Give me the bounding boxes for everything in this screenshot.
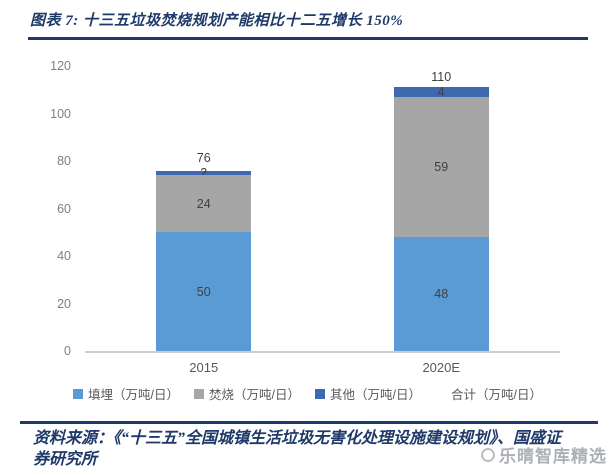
- x-axis-category-label: 2015: [189, 360, 219, 375]
- legend-swatch: [73, 388, 84, 399]
- y-axis-tick-label: 60: [57, 201, 71, 216]
- footer-divider: [20, 421, 598, 424]
- legend-item: 填埋（万吨/日）: [73, 384, 179, 403]
- legend-label: 填埋（万吨/日）: [88, 388, 180, 402]
- watermark-text: 乐晴智库精选: [499, 447, 607, 466]
- legend-item: 合计（万吨/日）: [436, 384, 542, 403]
- title-divider: [28, 37, 588, 40]
- y-axis-tick-label: 80: [57, 154, 71, 168]
- bar-segment: 48: [393, 237, 489, 351]
- legend-label: 其他（万吨/日）: [330, 388, 421, 402]
- bar-total-label: 110: [431, 69, 452, 84]
- bar-total-label: 76: [196, 150, 211, 165]
- bar-segment: 24: [156, 175, 252, 233]
- x-axis-category-label: 2020E: [422, 360, 461, 375]
- bar-segment-label: 59: [434, 159, 449, 174]
- legend-label: 焚烧（万吨/日）: [209, 388, 300, 402]
- watermark-logo-icon: [481, 447, 495, 462]
- bar-segment: 59: [393, 96, 489, 237]
- figure-title: 图表 7: 十三五垃圾焚烧规划产能相比十二五增长 150%: [30, 13, 404, 29]
- bar-segment-label: 2: [200, 165, 208, 180]
- y-axis-tick-label: 20: [57, 296, 71, 311]
- watermark: 乐晴智库精选: [481, 442, 607, 467]
- bar-segment: 4: [393, 85, 489, 100]
- legend-swatch: [315, 388, 325, 399]
- y-axis-tick-label: 120: [50, 59, 71, 73]
- chart-legend: 填埋（万吨/日） 焚烧（万吨/日） 其他（万吨/日） 合计（万吨/日）: [0, 384, 615, 403]
- source-note: 资料来源：《“十三五”全国城镇生活垃圾无害化处理设施建设规划》、国盛证券研究所: [33, 430, 562, 469]
- bar-segment: 50: [156, 232, 252, 351]
- bar-segment: 2: [156, 166, 252, 180]
- legend-item: 其他（万吨/日）: [315, 384, 421, 403]
- y-axis-tick-label: 100: [50, 106, 71, 121]
- bar-segment-label: 4: [437, 85, 445, 100]
- y-axis-tick-label: 0: [64, 344, 71, 358]
- legend-swatch: [194, 388, 205, 399]
- legend-label: 合计（万吨/日）: [450, 388, 542, 402]
- stacked-bar: 50 24 2: [156, 166, 252, 351]
- bar-segment-label: 50: [196, 284, 211, 299]
- stacked-bar: 48 59 4: [393, 85, 489, 351]
- plot-area: 0 20 40 60 80 100 120 50 24 2 76 2015 48 59 4 110 2020E: [50, 59, 560, 375]
- y-axis-tick-label: 40: [57, 249, 71, 263]
- bar-segment-label: 24: [196, 196, 211, 211]
- legend-item: 焚烧（万吨/日）: [194, 384, 300, 403]
- bar-segment-label: 48: [434, 287, 449, 301]
